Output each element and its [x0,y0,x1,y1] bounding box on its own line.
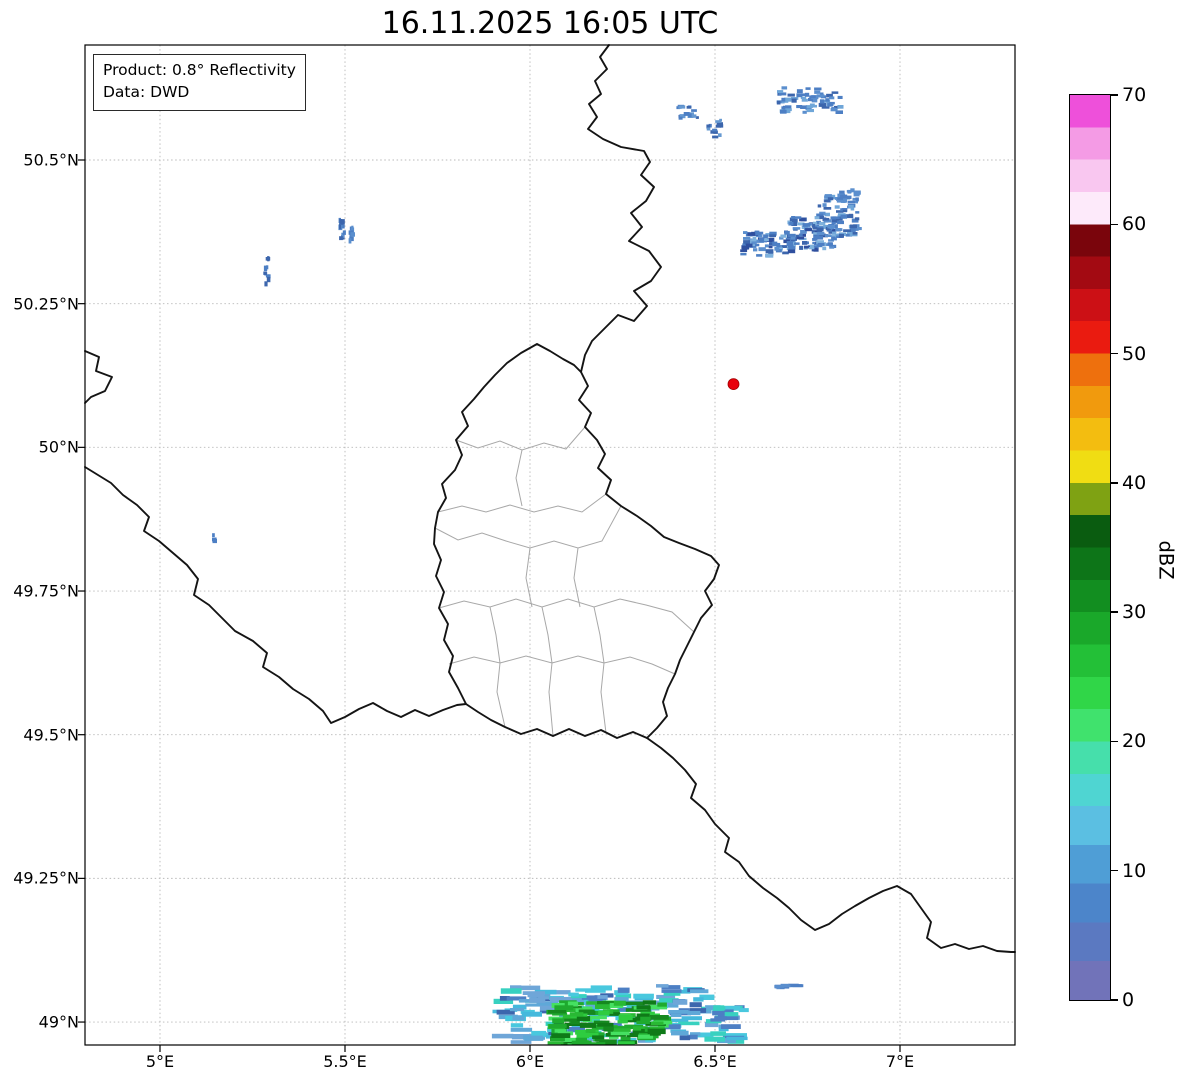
echo-cluster-west-streak-c [263,256,271,287]
canton-boundary [541,606,553,664]
border-france-belgium-salient [84,350,113,404]
product-info-box: Product: 0.8° Reflectivity Data: DWD [93,54,306,111]
canton-boundary [515,449,523,507]
echo-cluster-north-right-patch [776,86,844,114]
colorbar-tick [1111,94,1118,96]
x-tick-label: 5.5°E [323,1052,367,1071]
echo-cluster-ne-arc-tip [836,188,861,204]
border-france-belgium [84,466,467,724]
colorbar-tick-label: 0 [1122,989,1135,1011]
colorbar [1069,94,1111,1001]
x-tick-label: 6°E [515,1052,545,1071]
colorbar-tick [1111,999,1118,1001]
canton-boundary [573,547,581,608]
y-axis-labels: 50.5°N 50.25°N 50°N 49.75°N 49.5°N 49.25°N 49°… [0,0,79,1081]
x-tick-label: 7°E [885,1052,915,1071]
canton-boundary [434,505,622,549]
colorbar-tick-label: 60 [1122,213,1147,236]
colorbar-tick [1111,740,1118,743]
canton-boundary [438,598,695,633]
echo-cluster-north-patch-b [706,118,724,139]
product-line: Product: 0.8° Reflectivity [103,61,296,79]
y-tick-label: 49.75°N [13,581,79,601]
colorbar-tick [1111,869,1118,872]
radar-echoes [212,86,862,1045]
echo-cluster-south-streak-east [710,1005,749,1022]
canton-boundary [437,493,607,513]
figure-title: 16.11.2025 16:05 UTC [381,6,719,41]
colorbar-tick-label: 70 [1122,84,1147,106]
canton-boundary [489,606,501,664]
colorbar-tick-label: 40 [1122,471,1147,494]
y-tick-label: 50.25°N [13,294,79,314]
x-tick-label: 5°E [145,1052,175,1071]
colorbar-tick [1111,352,1118,355]
colorbar-gradient [1070,95,1110,1000]
x-axis-labels: 5°E 5.5°E 6°E 6.5°E 7°E [0,1052,1202,1078]
y-tick-label: 49.5°N [23,725,79,745]
y-tick-label: 50.5°N [23,150,79,170]
y-tick-label: 49°N [38,1012,79,1032]
canton-boundary [496,662,506,728]
echo-cluster-west-streak-b [348,225,355,244]
echo-cluster-tiny-echo [212,533,217,544]
canton-boundary [600,662,607,734]
admin-boundaries [434,426,695,737]
plot-frame [84,44,1016,1046]
colorbar-tick [1111,611,1118,613]
gridlines [85,45,1015,1045]
canton-boundary [548,662,554,737]
canton-boundary [593,606,605,664]
canton-boundary [525,547,533,608]
colorbar-tick-label: 10 [1122,859,1147,882]
axis-ticks [78,159,901,1052]
colorbar-tick-label: 30 [1122,601,1147,624]
border-luxembourg-outline [433,343,720,739]
canton-boundary [455,426,586,451]
colorbar-unit-label: dBZ [1154,540,1178,580]
y-tick-label: 50°N [38,437,79,457]
y-tick-label: 49.25°N [13,868,79,888]
border-belgium-germany [580,44,662,373]
data-source-line: Data: DWD [103,83,190,102]
country-borders [84,44,1016,953]
border-france-germany [646,737,1016,953]
canton-boundary [448,655,676,675]
echo-cluster-south-band-core [546,1000,673,1045]
radar-site-dot [727,378,740,391]
colorbar-tick [1111,223,1118,226]
echo-cluster-north-patch-a [676,104,699,120]
colorbar-tick [1111,482,1118,484]
x-tick-label: 6.5°E [693,1052,737,1071]
echo-cluster-south-right-streak [774,983,804,990]
colorbar-tick-label: 50 [1122,342,1147,365]
colorbar-tick-label: 20 [1122,730,1147,753]
radar-site-marker [727,378,740,391]
echo-cluster-west-streak-a [338,217,346,241]
